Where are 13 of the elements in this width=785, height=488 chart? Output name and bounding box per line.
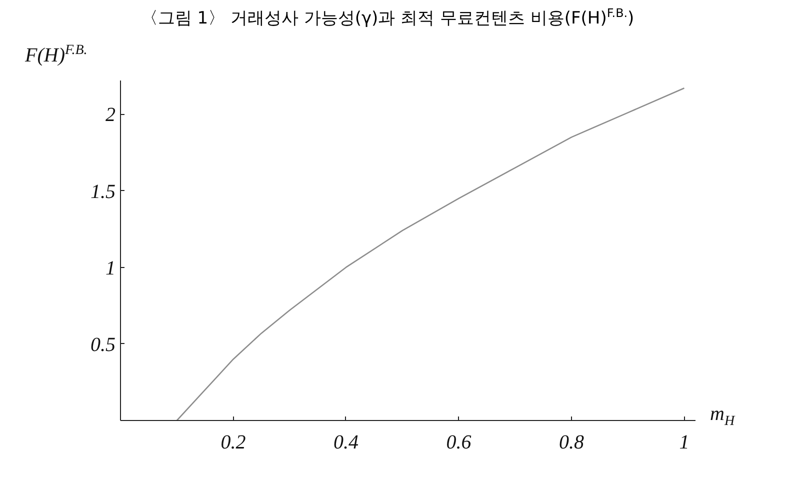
x-tick-label: 1 <box>679 432 690 454</box>
y-tick-label: 1 <box>106 257 116 280</box>
x-tick-label: 0.8 <box>558 432 584 454</box>
y-tick-label: 0.5 <box>90 334 116 356</box>
x-tick-label: 0.2 <box>220 432 246 454</box>
x-axis-title: m$_{H}$ <box>710 402 735 431</box>
chart-title: 〈그림 1〉 거래성사 가능성(γ)과 최적 무료컨텐츠 비용(F(H)$^{F.B.}$) <box>140 5 636 31</box>
line-series <box>176 88 685 420</box>
y-tick-label: 1.5 <box>90 180 116 203</box>
y-axis-title: F(H)$^{F.B.}$ <box>25 42 88 69</box>
y-tick-label: 2 <box>106 104 116 126</box>
x-tick-label: 0.6 <box>446 432 472 454</box>
x-tick-label: 0.4 <box>333 432 358 454</box>
